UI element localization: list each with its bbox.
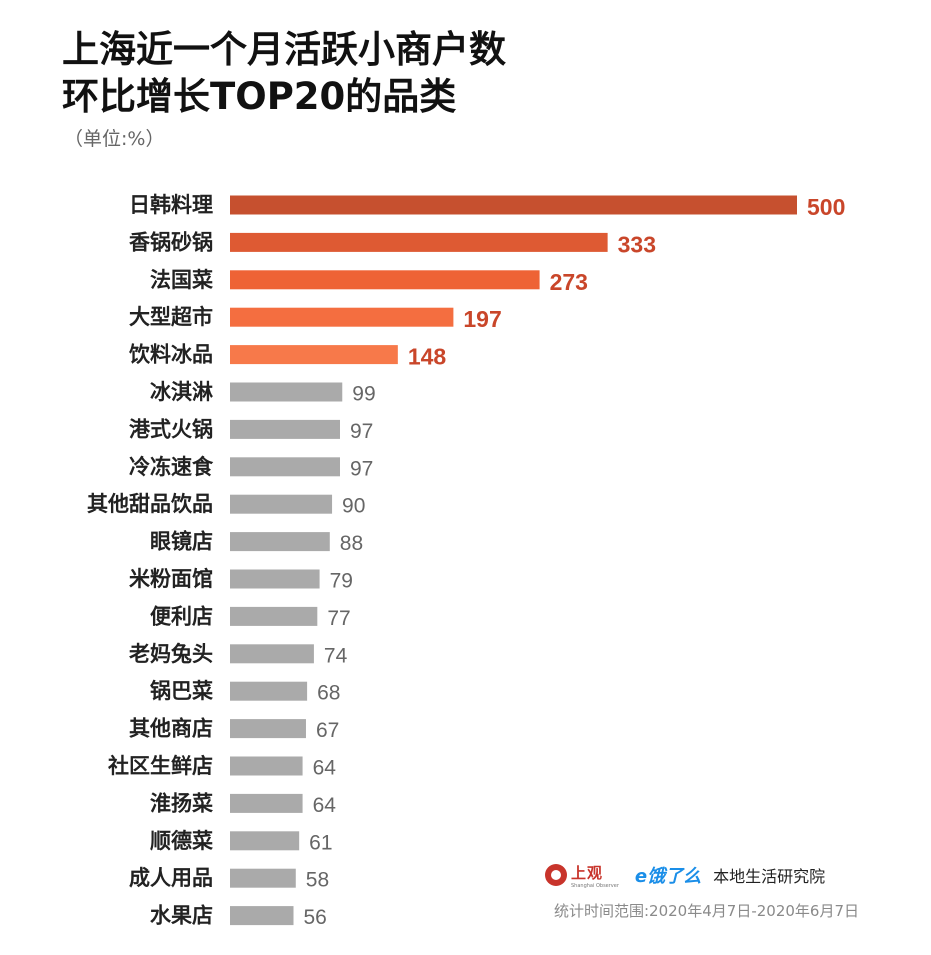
value-label: 64 <box>313 794 337 817</box>
value-label: 61 <box>309 831 332 854</box>
category-label: 成人用品 <box>129 866 213 890</box>
bar <box>230 793 303 813</box>
org-name: 本地生活研究院 <box>713 867 826 886</box>
category-label: 大型超市 <box>129 305 213 329</box>
category-label: 其他商店 <box>129 717 213 741</box>
category-label: 社区生鲜店 <box>107 754 213 778</box>
category-label: 米粉面馆 <box>129 567 213 591</box>
shangguan-logo-subtext: Shanghai Observer <box>571 882 619 889</box>
bar <box>230 195 797 215</box>
category-label: 日韩料理 <box>129 193 213 217</box>
bar <box>230 644 314 664</box>
value-label: 74 <box>324 644 348 667</box>
bar <box>230 232 608 252</box>
bar <box>230 457 340 477</box>
value-label: 148 <box>408 344 447 370</box>
category-label: 眼镜店 <box>150 530 213 554</box>
category-label: 老妈兔头 <box>129 642 213 666</box>
bar <box>230 906 294 926</box>
bar <box>230 756 303 776</box>
value-label: 56 <box>304 906 327 929</box>
value-label: 77 <box>327 607 350 630</box>
category-label: 法国菜 <box>150 268 213 292</box>
bar <box>230 345 398 365</box>
value-label: 90 <box>342 495 365 518</box>
bar <box>230 606 318 626</box>
eleme-logo: e饿了么 <box>634 866 702 887</box>
shangguan-logo: 上观 Shanghai Observer <box>545 862 619 889</box>
bar <box>230 494 333 514</box>
shangguan-icon <box>545 864 567 886</box>
chart-title: 上海近一个月活跃小商户数 环比增长TOP20的品类 <box>62 26 506 120</box>
value-label: 68 <box>317 682 340 705</box>
stat-period: 统计时间范围:2020年4月7日-2020年6月7日 <box>554 902 859 920</box>
value-label: 333 <box>618 231 656 257</box>
bar <box>230 681 308 701</box>
value-label: 97 <box>350 420 373 443</box>
bar <box>230 831 300 851</box>
value-label: 99 <box>352 383 375 406</box>
value-label: 273 <box>550 269 588 295</box>
value-label: 58 <box>306 869 329 892</box>
category-label: 便利店 <box>150 604 213 628</box>
unit-label: （单位:%） <box>64 128 165 150</box>
category-label: 冷冻速食 <box>129 455 214 479</box>
value-label: 79 <box>330 570 353 593</box>
category-label: 其他甜品饮品 <box>87 492 213 516</box>
value-label: 500 <box>807 194 845 220</box>
category-label: 饮料冰品 <box>128 343 213 367</box>
value-label: 97 <box>350 457 373 480</box>
category-label: 顺德菜 <box>150 829 213 853</box>
chart-title-line2: 环比增长TOP20的品类 <box>62 75 457 118</box>
bar <box>230 270 540 290</box>
shangguan-logo-text: 上观 <box>571 863 604 882</box>
value-label: 67 <box>316 719 339 742</box>
bar <box>230 419 340 439</box>
bar <box>230 868 296 888</box>
category-label: 港式火锅 <box>129 417 213 441</box>
bar <box>230 382 343 402</box>
category-label: 冰淇淋 <box>150 380 213 404</box>
category-label: 锅巴菜 <box>150 679 213 703</box>
bar <box>230 532 330 552</box>
bar <box>230 719 306 739</box>
category-label: 香锅砂锅 <box>129 230 213 254</box>
category-label: 淮扬菜 <box>150 791 213 815</box>
category-label: 水果店 <box>150 904 213 928</box>
value-label: 88 <box>340 532 363 555</box>
footer-logos: 上观 Shanghai Observer e饿了么 本地生活研究院 <box>545 860 825 890</box>
chart-title-line1: 上海近一个月活跃小商户数 <box>62 28 506 71</box>
value-label: 197 <box>463 306 501 332</box>
value-label: 64 <box>313 757 337 780</box>
bar <box>230 307 454 327</box>
bar <box>230 569 320 589</box>
